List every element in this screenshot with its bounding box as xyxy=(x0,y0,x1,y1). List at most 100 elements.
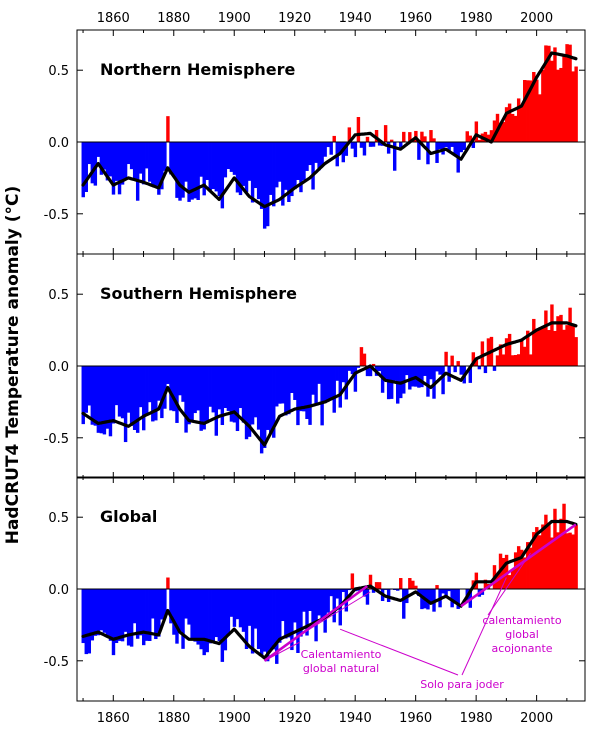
bar-global-1996 xyxy=(523,557,527,589)
bar-northern-1850 xyxy=(81,142,85,198)
y-tick-label-global-2: -0.5 xyxy=(44,655,69,670)
bar-southern-1907 xyxy=(253,366,258,418)
bar-global-1871 xyxy=(145,589,149,641)
bar-northern-1881 xyxy=(175,142,179,198)
bar-global-1865 xyxy=(126,589,131,646)
annotation-pointer-0 xyxy=(299,591,371,636)
y-tick-label-northern-1: 0.0 xyxy=(48,136,69,151)
bar-northern-2000 xyxy=(535,79,539,142)
bar-southern-1958 xyxy=(408,366,412,390)
bar-southern-1992 xyxy=(510,355,515,366)
bar-northern-1878 xyxy=(166,116,170,142)
x-tick-label-bottom-1940: 1940 xyxy=(339,711,372,726)
bar-global-1915 xyxy=(278,589,282,643)
bar-northern-2004 xyxy=(547,45,551,142)
bar-northern-2013 xyxy=(574,66,578,142)
y-axis-title: HadCRUT4 Temperature anomaly (°C) xyxy=(3,186,23,545)
bar-global-1899 xyxy=(229,589,234,617)
bar-southern-1855 xyxy=(96,366,101,433)
y-tick-label-global-1: 0.0 xyxy=(48,583,69,598)
bar-northern-1945 xyxy=(368,142,373,147)
bar-global-1943 xyxy=(362,589,367,597)
bar-southern-1937 xyxy=(344,366,349,400)
bar-global-2004 xyxy=(547,522,551,589)
bar-southern-1964 xyxy=(426,366,430,397)
bar-southern-2012 xyxy=(571,324,575,366)
bar-northern-1904 xyxy=(244,142,249,192)
bar-southern-1899 xyxy=(229,366,234,422)
bar-northern-1929 xyxy=(320,142,324,166)
bar-southern-1900 xyxy=(232,366,237,423)
y-tick-label-global-0: 0.5 xyxy=(48,511,69,526)
bar-northern-1970 xyxy=(444,142,448,147)
bar-northern-1903 xyxy=(241,142,246,186)
bar-northern-1997 xyxy=(526,80,530,142)
bar-northern-1855 xyxy=(96,142,101,157)
bar-southern-1910 xyxy=(262,366,267,448)
bar-southern-1856 xyxy=(99,366,104,434)
natural-warming-trend xyxy=(263,585,369,662)
bar-northern-1972 xyxy=(450,142,454,147)
bar-southern-1946 xyxy=(371,363,376,366)
bar-global-1877 xyxy=(163,589,167,619)
bar-northern-1919 xyxy=(290,142,294,197)
bar-southern-1927 xyxy=(314,366,318,404)
bar-southern-1957 xyxy=(405,366,409,376)
bar-southern-1852 xyxy=(87,366,92,406)
bar-southern-1868 xyxy=(135,366,140,433)
bar-northern-1872 xyxy=(148,142,152,182)
bar-northern-1901 xyxy=(235,142,240,193)
x-tick-label-bottom-2000: 2000 xyxy=(520,711,553,726)
bar-northern-1998 xyxy=(529,80,533,142)
bar-southern-1981 xyxy=(477,366,482,370)
bar-northern-1946 xyxy=(371,142,376,147)
bar-northern-1955 xyxy=(399,142,403,148)
bar-southern-1854 xyxy=(93,366,98,426)
bar-northern-2003 xyxy=(544,45,548,143)
bar-global-1866 xyxy=(129,589,134,647)
bar-global-1931 xyxy=(326,589,330,613)
bar-northern-1883 xyxy=(181,142,185,198)
bar-southern-1983 xyxy=(483,366,488,374)
smooth-line-northern xyxy=(81,51,578,209)
bar-northern-1885 xyxy=(187,142,191,202)
bar-northern-1986 xyxy=(492,120,497,142)
bar-southern-1877 xyxy=(163,366,167,409)
bar-northern-1864 xyxy=(123,142,128,179)
bar-global-1972 xyxy=(450,589,454,608)
bar-northern-1952 xyxy=(389,139,394,142)
bar-global-1997 xyxy=(526,542,530,589)
bar-northern-1941 xyxy=(356,117,361,142)
bar-southern-1950 xyxy=(383,366,388,380)
bar-northern-1950 xyxy=(383,125,388,142)
bar-southern-1980 xyxy=(474,358,479,366)
bar-southern-2003 xyxy=(544,310,548,366)
bar-southern-1858 xyxy=(105,366,110,429)
bar-southern-2010 xyxy=(565,325,569,366)
bar-southern-2009 xyxy=(562,329,566,366)
bar-northern-1895 xyxy=(217,142,222,197)
bar-southern-1898 xyxy=(226,366,231,411)
bar-global-1853 xyxy=(90,589,95,641)
bar-global-1906 xyxy=(250,589,255,654)
bar-northern-1935 xyxy=(338,142,342,154)
bar-southern-1893 xyxy=(211,366,215,413)
bar-southern-1916 xyxy=(281,366,285,404)
bar-global-1994 xyxy=(516,546,521,589)
bar-northern-1891 xyxy=(205,142,209,180)
bar-northern-1984 xyxy=(486,134,491,142)
bar-global-1947 xyxy=(374,582,379,589)
bar-northern-1863 xyxy=(120,142,125,185)
bar-global-1934 xyxy=(335,589,339,599)
bar-southern-1988 xyxy=(498,344,503,366)
bar-global-1965 xyxy=(429,589,433,602)
bar-southern-1876 xyxy=(160,366,164,419)
bar-northern-1969 xyxy=(441,142,445,155)
bar-northern-2002 xyxy=(541,69,545,142)
bar-southern-1886 xyxy=(190,366,194,423)
bar-northern-1968 xyxy=(438,142,442,150)
bar-global-1967 xyxy=(435,585,439,589)
bar-southern-1878 xyxy=(166,366,170,384)
bar-southern-1851 xyxy=(84,366,88,413)
bar-southern-1919 xyxy=(290,366,294,393)
